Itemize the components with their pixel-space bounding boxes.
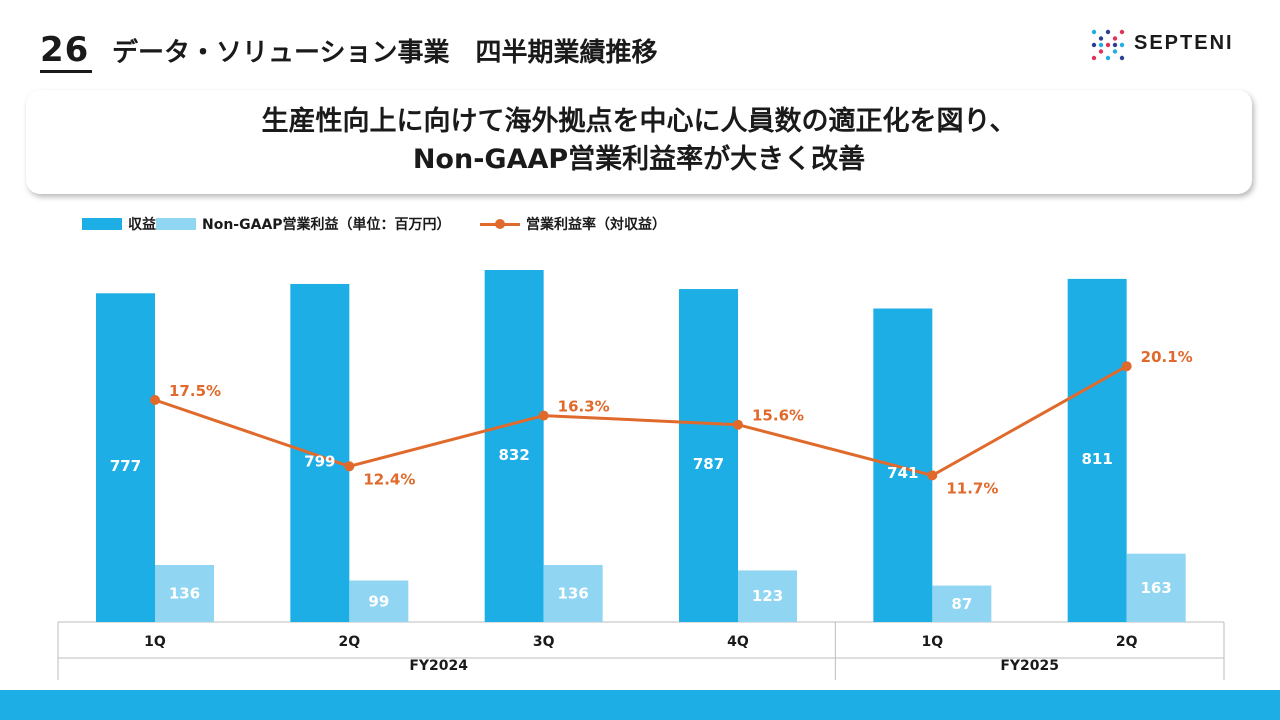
group-label: FY2024 <box>409 658 468 674</box>
legend-swatch-op-income <box>156 218 196 230</box>
chart-labels: 777 136 1Q 799 99 2Q 832 136 3Q 787 123 4Q 741 87 1Q 81… <box>110 348 1193 674</box>
legend-swatch-revenue <box>82 218 122 230</box>
op-income-value-label: 99 <box>368 592 389 610</box>
logo-dot <box>1091 29 1097 35</box>
legend-label-margin: 営業利益率（対収益） <box>526 217 666 233</box>
margin-value-label: 16.3% <box>558 398 610 416</box>
margin-value-label: 12.4% <box>363 470 415 488</box>
op-income-bar <box>543 565 603 622</box>
legend-label-op-income: Non-GAAP営業利益（単位：百万円） <box>202 217 451 233</box>
page-number-underline <box>40 70 92 73</box>
x-tick-label: 2Q <box>1116 634 1138 650</box>
revenue-value-label: 787 <box>693 455 724 473</box>
margin-point <box>1121 361 1132 372</box>
logo-dot <box>1105 29 1111 35</box>
page-number: 26 <box>40 30 90 70</box>
margin-series-line <box>154 364 1128 478</box>
logo-dot <box>1112 36 1118 41</box>
margin-value-label: 20.1% <box>1141 348 1193 366</box>
revenue-bar <box>679 289 738 622</box>
revenue-bar <box>873 308 933 622</box>
logo-dot <box>1091 55 1097 61</box>
x-tick-label: 1Q <box>144 634 166 650</box>
revenue-value-label: 811 <box>1082 450 1113 468</box>
op-income-bar <box>738 570 797 622</box>
margin-point <box>927 470 938 481</box>
x-tick-label: 4Q <box>727 634 749 650</box>
logo-dot <box>1098 49 1104 54</box>
op-income-value-label: 123 <box>752 587 783 605</box>
chart-axis <box>57 621 1225 680</box>
op-income-value-label: 136 <box>169 585 200 603</box>
revenue-value-label: 832 <box>499 446 530 464</box>
key-message-box: 生産性向上に向けて海外拠点を中心に人員数の適正化を図り、 Non-GAAP営業利… <box>26 90 1252 194</box>
chart-margin-line <box>150 361 1132 481</box>
logo-dot <box>1119 55 1125 61</box>
logo-mark-icon <box>1091 29 1125 61</box>
logo-text: SEPTENI <box>1134 32 1234 54</box>
key-message-line-1: 生産性向上に向けて海外拠点を中心に人員数の適正化を図り、 <box>261 106 1017 137</box>
logo-dot <box>1091 42 1097 48</box>
revenue-value-label: 741 <box>887 464 918 482</box>
x-tick-label: 2Q <box>339 634 361 650</box>
logo-dot <box>1112 49 1118 54</box>
op-income-bar <box>349 580 409 622</box>
logo-dot <box>1105 55 1111 61</box>
logo-dot <box>1098 36 1104 41</box>
logo-dot <box>1105 42 1111 48</box>
op-income-bar <box>1126 553 1186 622</box>
revenue-value-label: 799 <box>304 453 335 471</box>
legend-label-revenue: 収益 <box>128 217 156 233</box>
x-tick-label: 1Q <box>922 634 944 650</box>
x-tick-label: 3Q <box>533 634 555 650</box>
op-income-value-label: 163 <box>1141 579 1172 597</box>
revenue-bar <box>1067 278 1127 622</box>
group-label: FY2025 <box>1000 658 1059 674</box>
margin-point <box>150 395 160 405</box>
op-income-value-label: 87 <box>951 595 972 613</box>
revenue-margin-chart: 777 136 1Q 799 99 2Q 832 136 3Q 787 123 4Q 741 87 1Q 81… <box>57 270 1225 680</box>
revenue-bar <box>290 283 350 622</box>
logo-dot <box>1098 42 1104 48</box>
margin-value-label: 11.7% <box>946 479 998 497</box>
legend-item-margin: 営業利益率（対収益） <box>480 214 666 234</box>
logo-dot <box>1112 42 1118 48</box>
logo-dot <box>1119 29 1125 35</box>
logo-dot <box>1119 42 1125 48</box>
revenue-bar <box>96 293 155 622</box>
footer-bar <box>0 690 1280 720</box>
legend-item-op-income: Non-GAAP営業利益（単位：百万円） <box>156 214 451 234</box>
op-income-bar <box>155 565 214 622</box>
septeni-logo: SEPTENI <box>1090 28 1260 62</box>
revenue-value-label: 777 <box>110 457 141 475</box>
margin-value-label: 15.6% <box>752 407 804 425</box>
legend-line-margin <box>480 218 520 230</box>
chart-bars <box>96 270 1186 622</box>
margin-point <box>733 419 743 430</box>
margin-point <box>344 461 355 472</box>
key-message-line-2: Non-GAAP営業利益率が大きく改善 <box>412 144 866 175</box>
margin-value-label: 17.5% <box>169 382 221 400</box>
margin-point <box>538 410 549 421</box>
op-income-value-label: 136 <box>558 585 589 603</box>
page-title: データ・ソリューション事業 四半期業績推移 <box>112 38 658 68</box>
legend-item-revenue: 収益 <box>82 214 156 234</box>
op-income-bar <box>932 585 992 622</box>
revenue-bar <box>484 270 544 622</box>
